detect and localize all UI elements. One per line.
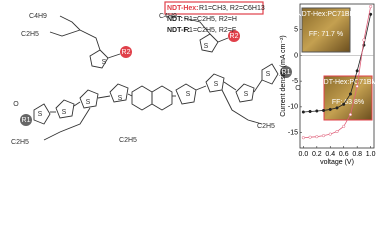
inset-ff: FF: 63.8% xyxy=(332,99,364,106)
r1-group xyxy=(20,114,32,126)
jv-point xyxy=(348,113,353,117)
y-tick-label: 0 xyxy=(294,52,298,59)
jv-point xyxy=(342,102,346,106)
structure-label: C4H9 xyxy=(159,13,177,20)
jv-point xyxy=(328,107,332,111)
jv-chart: 0.0 0.2 0.4 0.6 0.8 1.0 -15 -10 -5 0 5 voltage (V) C… xyxy=(280,3,378,166)
y-tick-label: -10 xyxy=(288,104,298,111)
r2-group xyxy=(120,46,132,58)
compound-formula: R1=C2H5, R2=H xyxy=(184,16,237,23)
structure-label: C2H5 xyxy=(119,137,137,144)
jv-point xyxy=(342,124,346,128)
x-tick-label: 0.8 xyxy=(352,151,362,158)
structure-label: C2H5 xyxy=(11,139,29,146)
structure-label: O xyxy=(13,101,19,108)
structure-label: C2H5 xyxy=(257,123,275,130)
structure-label: S xyxy=(266,71,271,78)
x-tick-label: 0.6 xyxy=(339,151,349,158)
jv-point xyxy=(308,109,312,114)
structure-label: C2H5 xyxy=(21,31,39,38)
jv-point xyxy=(308,135,312,139)
jv-point xyxy=(362,38,366,42)
structure-label: R2 xyxy=(122,49,131,56)
jv-point xyxy=(348,92,353,96)
jv-point xyxy=(369,5,373,9)
inset-title: NDT-Hex:PC71BM xyxy=(319,79,378,86)
jv-point xyxy=(301,110,305,114)
structure-label: S xyxy=(204,43,209,50)
jv-point xyxy=(335,129,339,134)
structure-label: S xyxy=(186,91,191,98)
jv-point xyxy=(369,12,373,16)
structure-label: S xyxy=(102,59,107,66)
r1-group xyxy=(280,66,292,78)
jv-point xyxy=(321,108,326,113)
jv-point xyxy=(328,132,332,136)
compound-formula: R1=C2H5, R2=F xyxy=(184,27,236,34)
r2-group xyxy=(228,30,240,42)
y-axis-label: Current density (mA cm⁻²) xyxy=(280,35,287,117)
highlight-box xyxy=(164,1,264,15)
plot-frame xyxy=(299,3,375,149)
inset-ff: FF: 71.7 % xyxy=(309,31,343,38)
structure-label: S xyxy=(38,111,43,118)
structure-label: S xyxy=(244,91,249,98)
jv-point xyxy=(355,69,359,73)
jv-point xyxy=(355,84,359,88)
compound-name: NDT-Hex: xyxy=(167,5,199,12)
morphology-image xyxy=(301,7,351,53)
jv-point xyxy=(301,136,305,140)
compound-name: NDT-F: xyxy=(167,27,190,34)
jv-point xyxy=(315,109,319,113)
jv-point xyxy=(315,135,319,139)
y-tick-label: -15 xyxy=(288,129,298,136)
compound-name: NDT: xyxy=(167,16,183,23)
structure-label: R1 xyxy=(282,69,291,76)
jv-point xyxy=(335,106,339,110)
inset-title: NDT-Hex:PC71BM xyxy=(297,11,356,18)
x-tick-label: 0.2 xyxy=(312,151,322,158)
structure-label: S xyxy=(214,81,219,88)
structure-label: O xyxy=(295,85,301,92)
structure-label: R1 xyxy=(22,117,31,124)
x-tick-label: 0.0 xyxy=(298,151,308,158)
structure-label: C4H9 xyxy=(29,13,47,20)
jv-point xyxy=(321,134,326,138)
structure-label: S xyxy=(62,109,67,116)
y-tick-label: -5 xyxy=(292,78,298,85)
x-tick-label: 1.0 xyxy=(366,151,376,158)
y-tick-label: 5 xyxy=(294,27,298,34)
x-axis-label: voltage (V) xyxy=(320,159,354,166)
compound-formula: R1=CH3, R2=C6H13 xyxy=(199,5,265,12)
x-tick-label: 0.4 xyxy=(325,151,335,158)
molecule xyxy=(20,15,292,141)
structure-label: R2 xyxy=(230,33,239,40)
figure: 0.0 0.2 0.4 0.6 0.8 1.0 -15 -10 -5 0 5 voltage (V) C… xyxy=(11,1,378,166)
structure-label: S xyxy=(86,99,91,106)
structure-label: S xyxy=(118,95,123,102)
